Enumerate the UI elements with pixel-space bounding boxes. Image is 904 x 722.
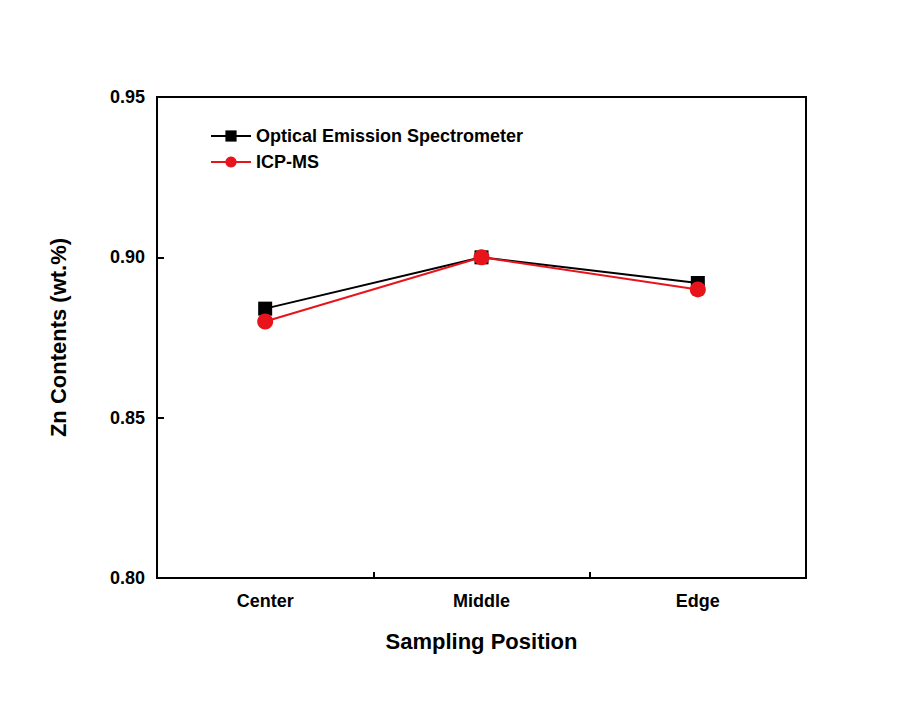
svg-text:0.95: 0.95 (110, 87, 145, 107)
svg-text:Sampling Position: Sampling Position (386, 629, 578, 654)
svg-text:Optical Emission Spectrometer: Optical Emission Spectrometer (256, 126, 523, 146)
svg-text:Zn Contents (wt.%): Zn Contents (wt.%) (46, 238, 71, 437)
svg-text:0.90: 0.90 (110, 247, 145, 267)
svg-text:Edge: Edge (676, 591, 720, 611)
svg-text:0.85: 0.85 (110, 408, 145, 428)
svg-text:Center: Center (237, 591, 294, 611)
svg-text:ICP-MS: ICP-MS (256, 152, 319, 172)
svg-text:Middle: Middle (453, 591, 510, 611)
svg-text:0.80: 0.80 (110, 568, 145, 588)
